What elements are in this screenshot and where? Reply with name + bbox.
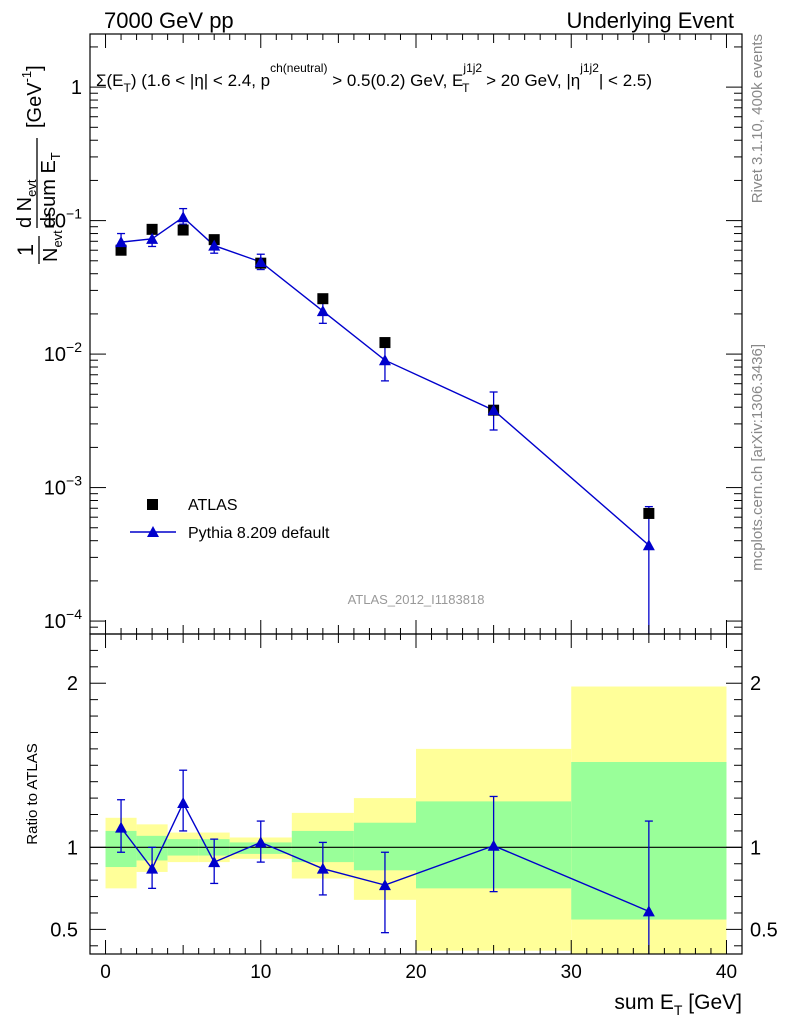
- legend: ATLAS Pythia 8.209 default: [130, 497, 330, 542]
- main-panel-content: [115, 207, 655, 634]
- main-y-tick-label-4: 10−4: [44, 606, 82, 633]
- ratio-y-axis-label: Ratio to ATLAS: [24, 743, 41, 844]
- x-tick-label-0: 0: [100, 962, 111, 983]
- mcplots-source-label: mcplots.cern.ch [arXiv:1306.3436]: [749, 344, 766, 571]
- ratio-y-tick-label-right-1: 1: [750, 837, 761, 859]
- main-y-tick-label-2: 10−2: [44, 339, 82, 366]
- atlas-point-2: [177, 224, 189, 236]
- axis-tick-labels: 0 10 20 30 40 1 10−1 10−2 10−3 10−4 0.5 0.5 1 1 2 2: [44, 77, 778, 983]
- x-tick-label-2: 20: [405, 962, 426, 983]
- legend-pythia-marker: [147, 526, 159, 537]
- svg-text:[GeV-1]: [GeV-1]: [19, 65, 46, 128]
- x-tick-label-1: 10: [250, 962, 271, 983]
- axis-ticks: [90, 34, 742, 954]
- ratio-pythia-point-3: [208, 856, 221, 868]
- analysis-watermark: ATLAS_2012_I1183818: [348, 592, 485, 607]
- ratio-pythia-point-2: [177, 797, 190, 809]
- header-analysis-label: Underlying Event: [566, 8, 734, 33]
- svg-text:d Nevt: d Nevt: [14, 179, 39, 228]
- ratio-panel-content: [90, 769, 742, 954]
- ratio-pythia-point-5: [316, 862, 329, 874]
- legend-pythia-label: Pythia 8.209 default: [188, 525, 330, 542]
- svg-text:1: 1: [13, 244, 38, 256]
- rivet-version-label: Rivet 3.1.10, 400k events: [749, 34, 766, 203]
- x-tick-label-4: 40: [716, 962, 737, 983]
- ratio-pythia-point-8: [642, 905, 655, 917]
- main-y-axis-label: 1 Nevt d Nevt dsum ET [GeV-1]: [13, 65, 65, 264]
- pythia-point-2: [177, 211, 190, 223]
- ratio-uncertainty-bands: [105, 686, 727, 954]
- pythia-point-0: [115, 236, 128, 248]
- pythia-point-6: [378, 354, 391, 366]
- ratio-y-tick-label-left-2: 2: [67, 673, 78, 695]
- ratio-pythia-point-0: [115, 821, 128, 833]
- plot-title: Σ(ET) (1.6 < |η| < 2.4, pch(neutral) > 0…: [96, 61, 652, 95]
- x-axis-label: sum ET [GeV]: [614, 991, 742, 1018]
- main-y-tick-label-1: 10−1: [44, 206, 82, 233]
- ratio-y-tick-label-left-0: 0.5: [50, 919, 78, 941]
- ratio-y-tick-label-right-2: 2: [750, 673, 761, 695]
- pythia-point-8: [642, 539, 655, 551]
- ratio-pythia-point-6: [378, 879, 391, 891]
- legend-atlas-marker: [147, 499, 158, 510]
- main-y-tick-label-3: 10−3: [44, 473, 82, 500]
- main-panel-frame: [89, 33, 743, 635]
- svg-text:Nevt: Nevt: [40, 230, 65, 262]
- ratio-pythia-point-1: [146, 862, 159, 874]
- pythia-point-3: [208, 239, 221, 251]
- pythia-point-5: [316, 305, 329, 317]
- ratio-y-tick-label-right-0: 0.5: [750, 919, 778, 941]
- pythia-point-1: [146, 232, 159, 244]
- ratio-y-tick-label-left-1: 1: [67, 837, 78, 859]
- pythia-point-4: [254, 255, 267, 267]
- atlas-point-6: [379, 337, 391, 349]
- legend-atlas-label: ATLAS: [188, 497, 238, 514]
- ratio-pythia-point-7: [487, 839, 500, 851]
- ratio-pythia-point-4: [254, 836, 267, 848]
- svg-text:dsum ET: dsum ET: [38, 152, 63, 228]
- pythia-point-7: [487, 404, 500, 416]
- atlas-point-1: [146, 223, 158, 235]
- main-y-tick-label-0: 1: [71, 77, 82, 99]
- atlas-point-0: [115, 244, 127, 256]
- header-beam-label: 7000 GeV pp: [104, 8, 234, 33]
- x-tick-label-3: 30: [561, 962, 582, 983]
- atlas-point-8: [643, 507, 655, 519]
- atlas-point-5: [317, 293, 329, 305]
